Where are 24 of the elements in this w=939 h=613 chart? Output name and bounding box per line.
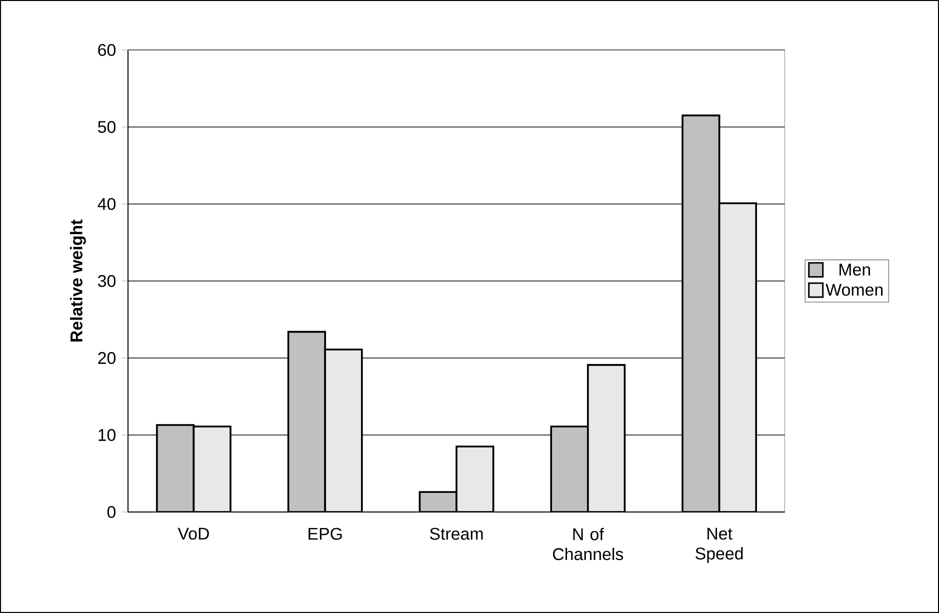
x-tick-label: N of Channels [552,528,624,560]
y-tick-label: 60 [98,44,116,56]
x-tick-label: Net Speed [696,528,743,563]
bar [287,330,326,512]
y-tick-label: 50 [98,120,116,133]
legend-label: Men [840,264,870,276]
y-axis-title: Relative weight [70,220,86,342]
bar [456,446,494,512]
x-tick-label: EPG [308,528,342,540]
bar [192,426,232,512]
bar [324,348,363,512]
bar [587,364,626,512]
y-tick-label: 10 [98,428,116,441]
bar [718,202,757,512]
y-tick-label: 40 [98,198,116,210]
bar [682,114,720,512]
y-tick-label: 30 [98,274,116,287]
bar [156,424,195,512]
y-tick-label: 0 [107,506,116,518]
bar [550,426,589,512]
y-tick-label: 20 [98,352,116,364]
x-tick-label: VoD [178,528,209,540]
x-tick-label: Stream [430,528,483,540]
legend-label: Women [826,284,883,296]
